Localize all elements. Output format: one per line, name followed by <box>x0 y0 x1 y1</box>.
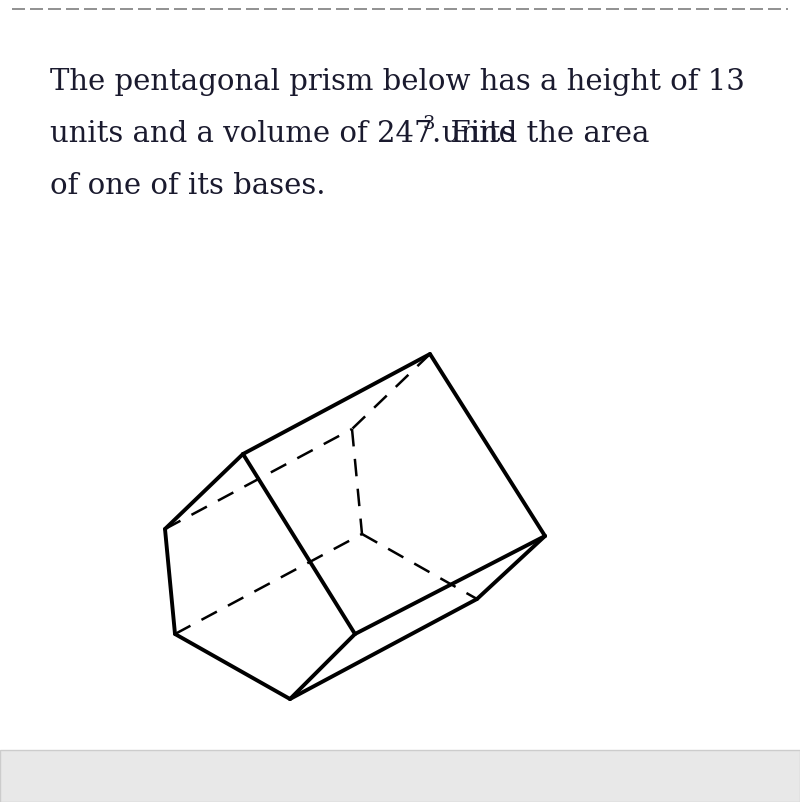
Text: . Find the area: . Find the area <box>432 119 650 148</box>
Text: 3: 3 <box>422 115 434 133</box>
Text: units and a volume of 247 units: units and a volume of 247 units <box>50 119 515 148</box>
Text: The pentagonal prism below has a height of 13: The pentagonal prism below has a height … <box>50 68 745 96</box>
Bar <box>0 750 800 802</box>
Text: of one of its bases.: of one of its bases. <box>50 172 326 200</box>
